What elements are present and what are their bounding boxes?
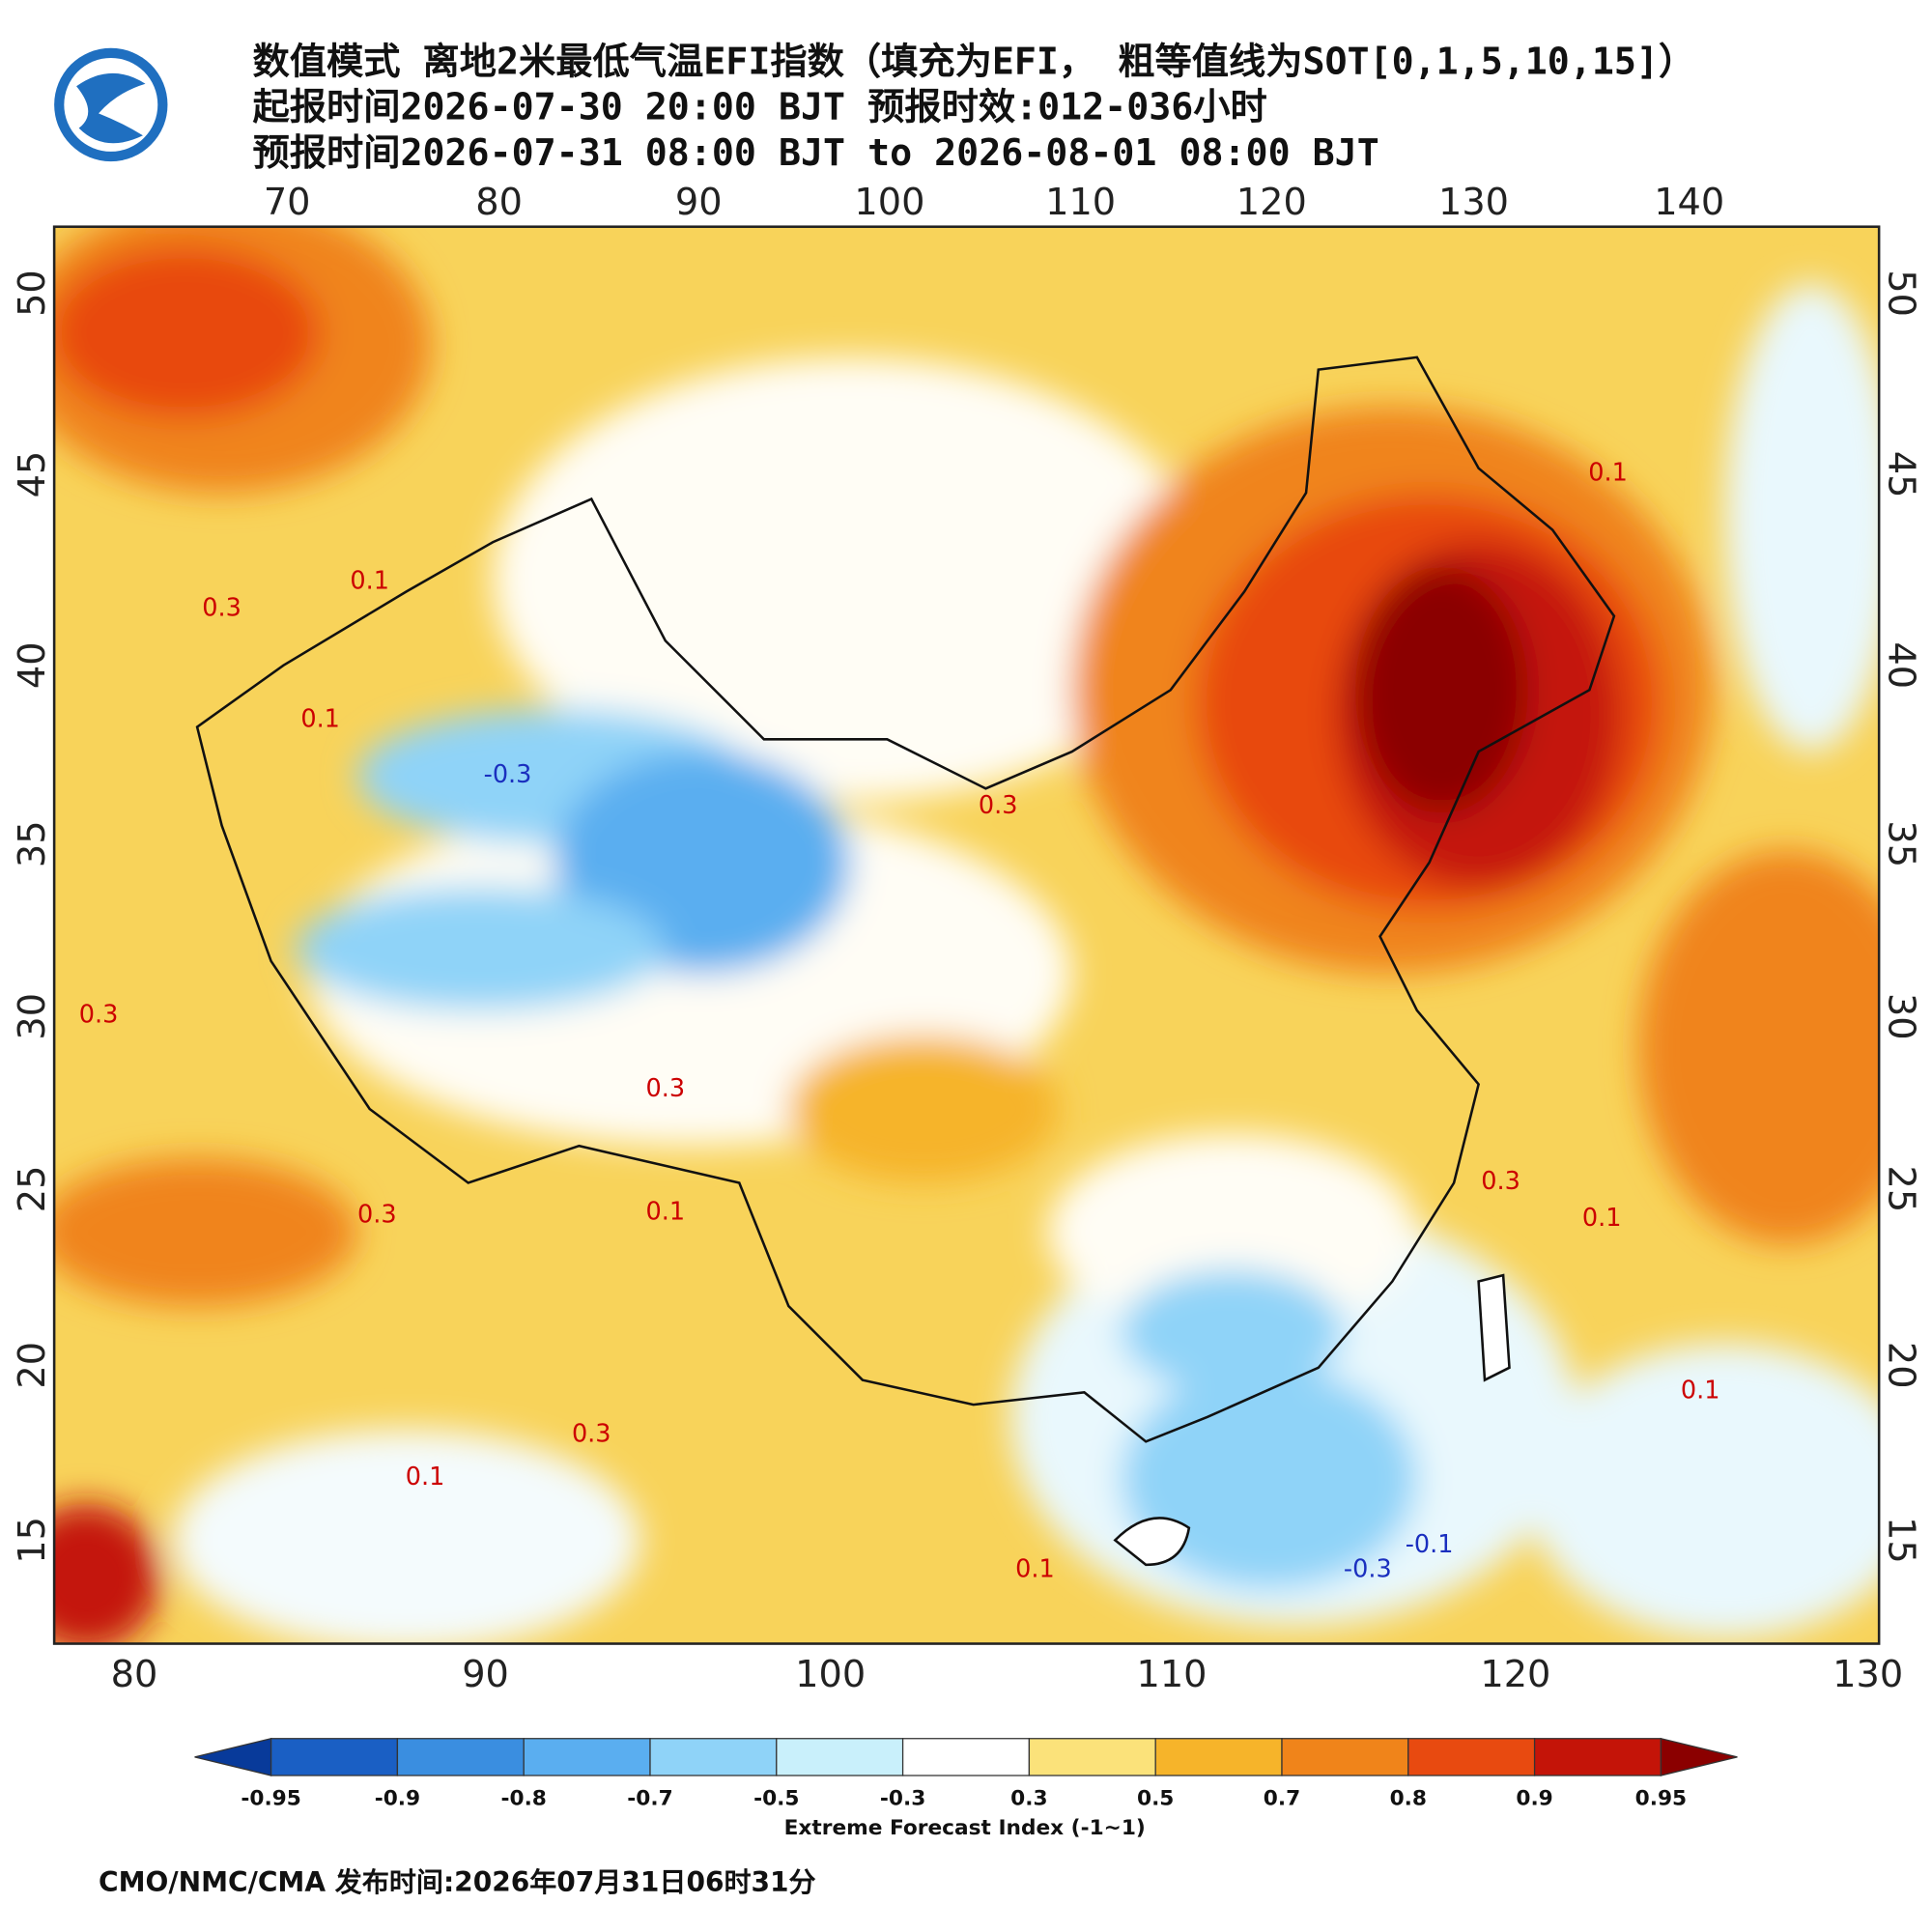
colorbar-box [523, 1738, 651, 1776]
lon-tick-label: 120 [1480, 1653, 1550, 1696]
lat-tick-label: 30 [11, 993, 54, 1040]
contour-label: 0.3 [979, 791, 1018, 820]
colorbar-tick-label: 0.3 [1010, 1787, 1047, 1811]
colorbar-title: Extreme Forecast Index (-1~1) [784, 1816, 1146, 1840]
contour-label: 0.3 [79, 1001, 119, 1030]
contour-label: 0.1 [1588, 458, 1628, 487]
lat-tick-label: 45 [11, 451, 54, 498]
lon-tick-label: 80 [475, 181, 523, 224]
contour-label: 0.3 [202, 594, 242, 623]
lon-tick-label: 80 [111, 1653, 158, 1696]
colorbar-box [649, 1738, 778, 1776]
contour-label: 0.1 [1015, 1555, 1055, 1584]
colorbar-tick-label: -0.7 [627, 1787, 672, 1811]
colorbar-box [901, 1738, 1031, 1776]
contour-label: -0.3 [484, 760, 532, 789]
lat-tick-label: 35 [11, 820, 54, 867]
colorbar-tick-label: 0.9 [1516, 1787, 1552, 1811]
colorbar-tick-label: -0.5 [753, 1787, 799, 1811]
contour-label: 0.1 [645, 1198, 685, 1227]
colorbar-box [1281, 1738, 1409, 1776]
contour-label: 0.1 [350, 567, 389, 596]
lat-tick-label: 20 [1879, 1342, 1922, 1389]
lat-tick-label: 50 [11, 270, 54, 317]
colorbar-box [1533, 1738, 1662, 1776]
lon-tick-label: 110 [1045, 181, 1116, 224]
lon-tick-label: 100 [795, 1653, 866, 1696]
lat-tick-label: 50 [1879, 270, 1922, 317]
contour-label: 0.1 [406, 1463, 445, 1492]
logo [54, 47, 168, 162]
title-line: 数值模式 离地2米最低气温EFI指数（填充为EFI， 粗等值线为SOT[0,1,… [252, 41, 1695, 84]
colorbar-box [1028, 1738, 1156, 1776]
lon-tick-label: 110 [1137, 1653, 1208, 1696]
colorbar-box [270, 1738, 399, 1776]
lat-tick-label: 30 [1879, 993, 1922, 1040]
colorbar-arrow [1660, 1737, 1738, 1776]
colorbar-tick-label: 0.7 [1264, 1787, 1300, 1811]
lon-tick-label: 130 [1438, 181, 1509, 224]
lon-tick-label: 100 [854, 181, 924, 224]
lat-tick-label: 20 [11, 1342, 54, 1389]
lat-tick-label: 45 [1879, 451, 1922, 498]
lat-tick-label: 25 [11, 1166, 54, 1213]
lat-tick-label: 40 [1879, 641, 1922, 689]
colorbar-box [776, 1738, 904, 1776]
title-line: 起报时间2026-07-30 20:00 BJT 预报时效:012-036小时 [252, 86, 1266, 129]
colorbar-box [1154, 1738, 1283, 1776]
footer: CMO/NMC/CMA 发布时间:2026年07月31日06时31分 [99, 1866, 816, 1898]
lat-tick-label: 40 [11, 641, 54, 689]
contour-label: 0.1 [300, 705, 340, 734]
lat-tick-label: 35 [1879, 820, 1922, 867]
lon-tick-label: 90 [462, 1653, 509, 1696]
contour-label: 0.1 [1681, 1377, 1720, 1406]
lon-tick-label: 70 [264, 181, 311, 224]
lon-tick-label: 140 [1654, 181, 1724, 224]
map [54, 226, 1880, 1644]
colorbar-tick-label: 0.8 [1390, 1787, 1427, 1811]
contour-label: -0.3 [1344, 1555, 1392, 1584]
lon-tick-label: 130 [1833, 1653, 1903, 1696]
lon-tick-label: 90 [675, 181, 723, 224]
contour-label: 0.3 [1481, 1167, 1520, 1196]
colorbar-box [396, 1738, 525, 1776]
contour-label: -0.1 [1406, 1530, 1454, 1559]
colorbar-tick-label: -0.3 [880, 1787, 925, 1811]
colorbar-tick-label: 0.95 [1635, 1787, 1687, 1811]
lat-tick-label: 15 [11, 1517, 54, 1564]
colorbar-tick-label: 0.5 [1137, 1787, 1174, 1811]
contour-label: 0.3 [357, 1200, 397, 1229]
lat-tick-label: 25 [1879, 1166, 1922, 1213]
lat-tick-label: 15 [1879, 1517, 1922, 1564]
colorbar-tick-label: -0.95 [241, 1787, 300, 1811]
lon-tick-label: 120 [1236, 181, 1307, 224]
contour-label: 0.3 [645, 1074, 685, 1103]
colorbar-tick-label: -0.9 [375, 1787, 420, 1811]
title-line: 预报时间2026-07-31 08:00 BJT to 2026-08-01 0… [252, 131, 1378, 175]
colorbar-box [1407, 1738, 1536, 1776]
colorbar-tick-label: -0.8 [501, 1787, 547, 1811]
colorbar-arrow [194, 1737, 272, 1776]
contour-label: 0.3 [572, 1419, 611, 1448]
contour-label: 0.1 [1582, 1204, 1622, 1233]
